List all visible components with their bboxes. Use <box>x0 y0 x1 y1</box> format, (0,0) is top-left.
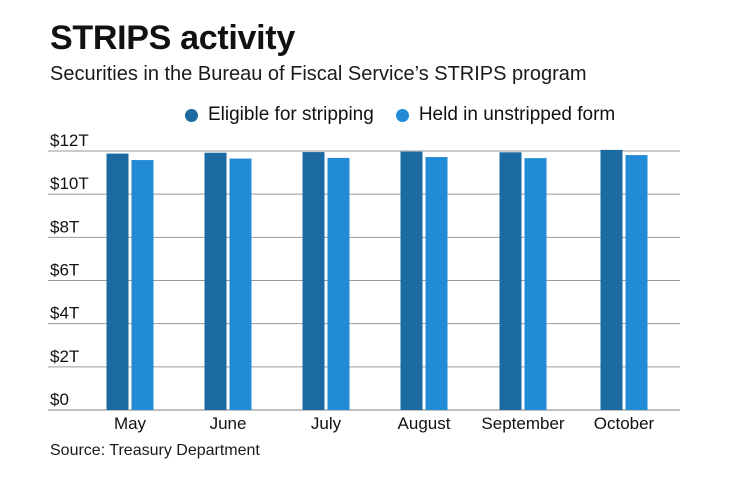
y-tick-label: $10T <box>50 174 89 193</box>
bars <box>106 149 648 411</box>
legend: Eligible for stripping Held in unstrippe… <box>185 101 615 129</box>
bar-eligible-july <box>302 152 325 410</box>
y-axis-tick-labels: $0 $2T $4T $6T $8T $10T $12T <box>50 131 89 409</box>
y-tick-label: $4T <box>50 304 79 323</box>
bar-unstripped-october <box>625 155 648 410</box>
bar-eligible-august <box>400 151 423 410</box>
bar-eligible-october <box>600 149 623 410</box>
x-axis-category-labels: May June July August September October <box>114 414 655 433</box>
x-category-label: June <box>210 414 247 433</box>
y-tick-label: $2T <box>50 347 79 366</box>
bar-eligible-september <box>499 152 522 411</box>
bar-unstripped-may <box>131 160 154 410</box>
x-category-label: October <box>594 414 655 433</box>
y-tick-label: $0 <box>50 390 69 409</box>
bar-unstripped-september <box>524 158 547 410</box>
legend-item-unstripped: Held in unstripped form <box>395 101 616 129</box>
legend-swatch-unstripped <box>395 108 409 122</box>
x-category-label: August <box>398 414 451 433</box>
chart-title: STRIPS activity <box>50 19 295 57</box>
legend-swatch-eligible <box>185 108 198 122</box>
y-tick-label: $8T <box>50 217 79 236</box>
x-category-label: July <box>311 414 342 433</box>
y-tick-label: $6T <box>50 261 79 280</box>
chart-subtitle: Securities in the Bureau of Fiscal Servi… <box>50 63 587 85</box>
legend-item-eligible: Eligible for stripping <box>185 101 374 129</box>
legend-label-unstripped: Held in unstripped form <box>418 104 616 125</box>
x-category-label: September <box>481 414 564 433</box>
bar-eligible-may <box>106 153 129 410</box>
source-note: Source: Treasury Department <box>50 442 260 459</box>
bar-unstripped-july <box>327 157 350 410</box>
y-tick-label: $12T <box>50 131 89 150</box>
x-category-label: May <box>114 414 147 433</box>
bar-unstripped-june <box>229 158 252 410</box>
bar-eligible-june <box>204 152 227 410</box>
legend-label-eligible: Eligible for stripping <box>208 104 374 125</box>
bar-unstripped-august <box>425 157 448 410</box>
